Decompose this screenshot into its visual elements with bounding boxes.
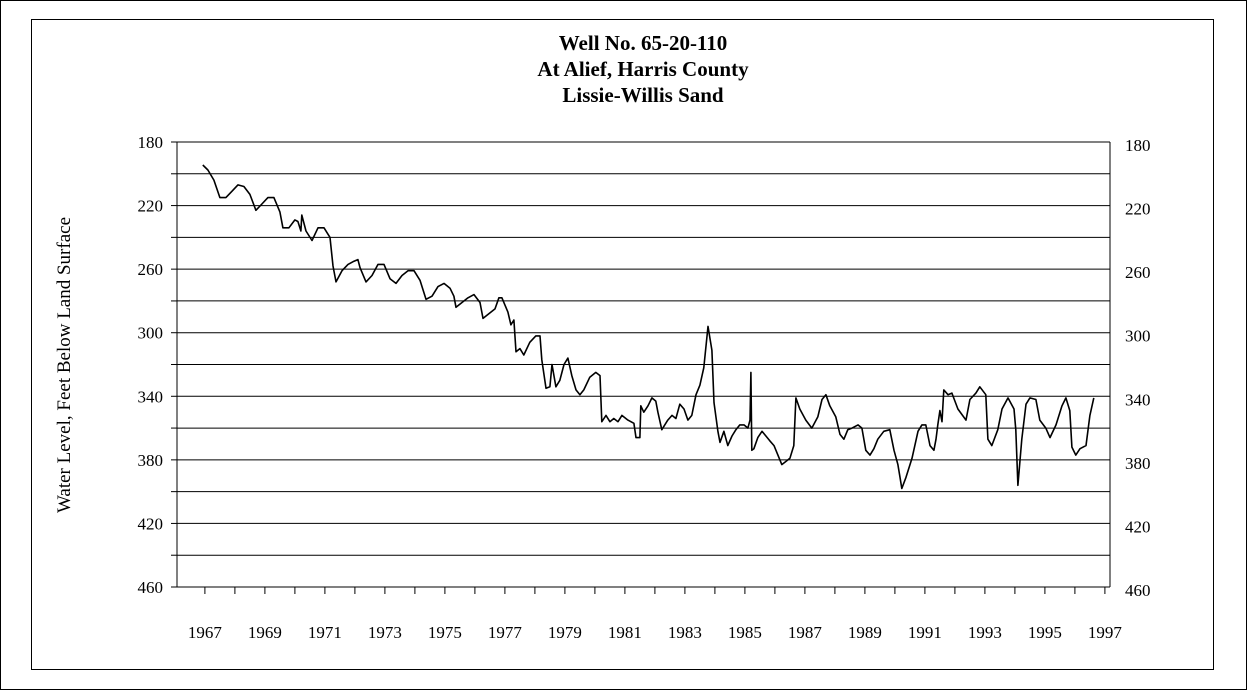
y2-tick-label: 460 [1125, 581, 1151, 600]
y2-tick-label: 380 [1125, 454, 1151, 473]
x-tick-label: 1971 [308, 623, 342, 642]
x-tick-label: 1993 [968, 623, 1002, 642]
y-tick-label: 180 [138, 133, 164, 152]
x-tick-label: 1981 [608, 623, 642, 642]
y-tick-label: 420 [138, 514, 164, 533]
x-tick-label: 1983 [668, 623, 702, 642]
x-tick-label: 1985 [728, 623, 762, 642]
y-tick-label: 220 [138, 197, 164, 216]
y-tick-label: 300 [138, 324, 164, 343]
y-tick-label: 460 [138, 578, 164, 597]
chart-title: Lissie-Willis Sand [562, 83, 724, 107]
y2-tick-label: 220 [1125, 200, 1151, 219]
y-tick-label: 260 [138, 260, 164, 279]
y2-tick-label: 340 [1125, 390, 1151, 409]
y-tick-label: 340 [138, 387, 164, 406]
x-tick-label: 1969 [248, 623, 282, 642]
x-tick-label: 1977 [488, 623, 523, 642]
x-tick-label: 1989 [848, 623, 882, 642]
x-tick-label: 1975 [428, 623, 462, 642]
y2-tick-label: 180 [1125, 136, 1151, 155]
x-tick-label: 1995 [1028, 623, 1062, 642]
y-tick-label: 380 [138, 451, 164, 470]
x-tick-label: 1979 [548, 623, 582, 642]
chart-title: At Alief, Harris County [537, 57, 749, 81]
y2-tick-label: 260 [1125, 263, 1151, 282]
chart-frame [31, 19, 1214, 670]
chart-title: Well No. 65-20-110 [559, 31, 728, 55]
x-tick-label: 1987 [788, 623, 823, 642]
x-tick-label: 1973 [368, 623, 402, 642]
y2-tick-label: 420 [1125, 517, 1151, 536]
x-tick-label: 1997 [1088, 623, 1123, 642]
data-line [202, 164, 1095, 490]
y2-tick-label: 300 [1125, 327, 1151, 346]
x-tick-label: 1967 [188, 623, 223, 642]
x-tick-label: 1991 [908, 623, 942, 642]
y-axis-label: Water Level, Feet Below Land Surface [54, 217, 75, 513]
